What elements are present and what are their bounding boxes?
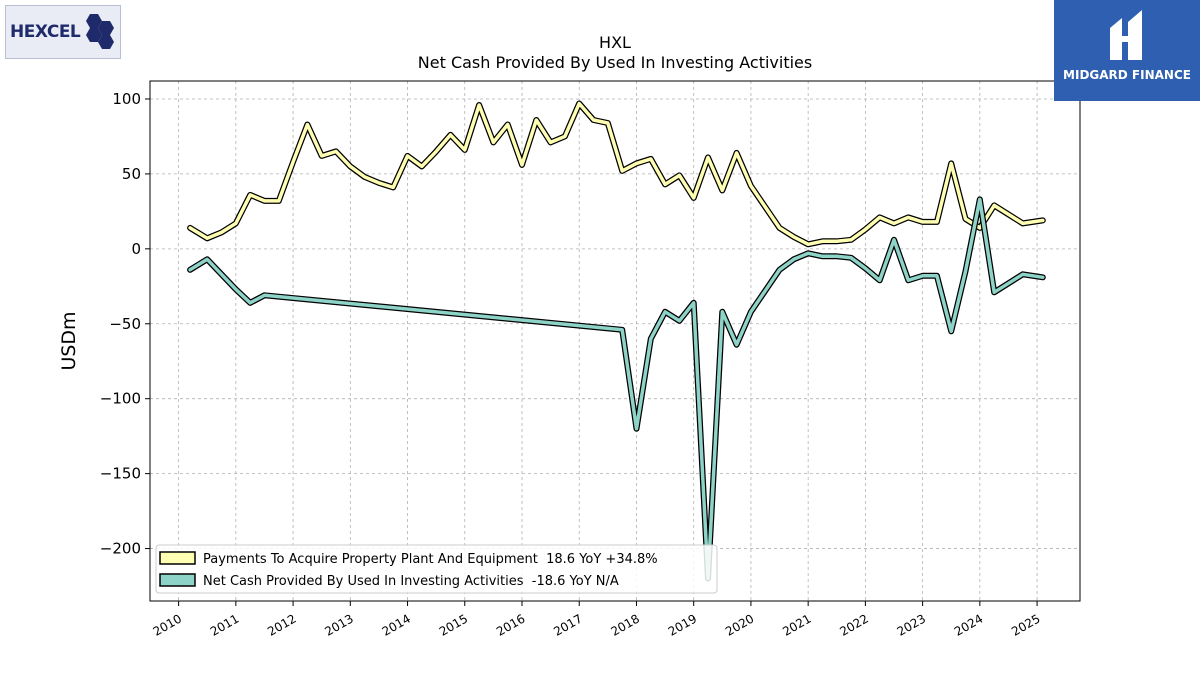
midgard-logo-text: MIDGARD FINANCE	[1063, 68, 1191, 82]
y-tick-label: −150	[100, 465, 141, 483]
y-tick-label: 100	[112, 90, 141, 108]
hexcel-logo-text: HEXCEL	[10, 22, 81, 42]
hexcel-logo: HEXCEL	[5, 5, 121, 59]
y-tick-label: 50	[122, 165, 141, 183]
legend-box	[155, 544, 718, 594]
y-tick-label: −200	[100, 540, 141, 558]
x-tick-label: 2010	[151, 611, 184, 638]
y-tick-label: −100	[100, 390, 141, 408]
x-tick-label: 2015	[437, 611, 470, 638]
chart-title: HXL	[599, 33, 631, 52]
x-tick-label: 2014	[380, 611, 413, 638]
x-tick-label: 2019	[666, 611, 699, 638]
x-tick-label: 2020	[723, 611, 756, 638]
series-layer	[187, 100, 1046, 582]
grid	[150, 81, 1080, 601]
hexagon-cluster-icon	[86, 14, 114, 49]
y-axis-label: USDm	[58, 311, 80, 370]
x-tick-label: 2018	[609, 611, 642, 638]
x-tick-label: 2011	[208, 611, 241, 638]
plot-area	[150, 81, 1080, 601]
legend-swatch-investing	[159, 573, 196, 587]
legend: Payments To Acquire Property Plant And E…	[155, 544, 718, 594]
x-tick-label: 2013	[322, 611, 355, 638]
x-tick-label: 2021	[780, 611, 813, 638]
x-tick-label: 2017	[551, 611, 584, 638]
x-tick-label: 2016	[494, 611, 527, 638]
y-tick-label: −50	[109, 315, 141, 333]
y-tick-label: 0	[131, 240, 141, 258]
x-tick-label: 2025	[1009, 611, 1042, 638]
series-line-investing	[188, 197, 1045, 581]
x-tick-label: 2023	[895, 611, 928, 638]
legend-label-investing: Net Cash Provided By Used In Investing A…	[203, 574, 619, 589]
chart-subtitle: Net Cash Provided By Used In Investing A…	[418, 53, 812, 72]
plot-frame	[149, 80, 1081, 602]
midgard-finance-logo: MIDGARD FINANCE	[1054, 0, 1200, 101]
x-tick-label: 2012	[265, 611, 298, 638]
midgard-emblem-icon	[1110, 10, 1142, 60]
legend-label-capex: Payments To Acquire Property Plant And E…	[203, 552, 658, 567]
series-line-capex	[188, 101, 1045, 247]
x-tick-label: 2024	[952, 611, 985, 638]
x-tick-label: 2022	[837, 611, 870, 638]
legend-swatch-capex	[159, 551, 196, 565]
